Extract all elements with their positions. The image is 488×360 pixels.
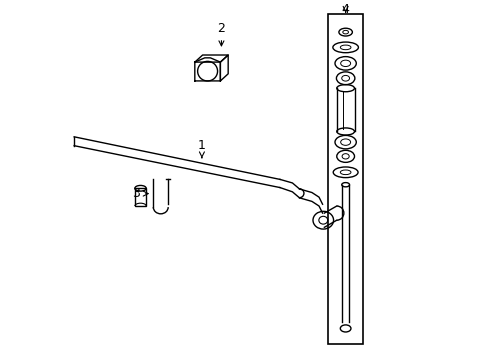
Bar [327, 14, 363, 345]
Text: 2: 2 [217, 22, 225, 46]
Bar [135, 188, 146, 206]
Text: 1: 1 [198, 139, 205, 158]
Text: 4: 4 [341, 3, 349, 15]
Text: 3: 3 [132, 187, 148, 200]
